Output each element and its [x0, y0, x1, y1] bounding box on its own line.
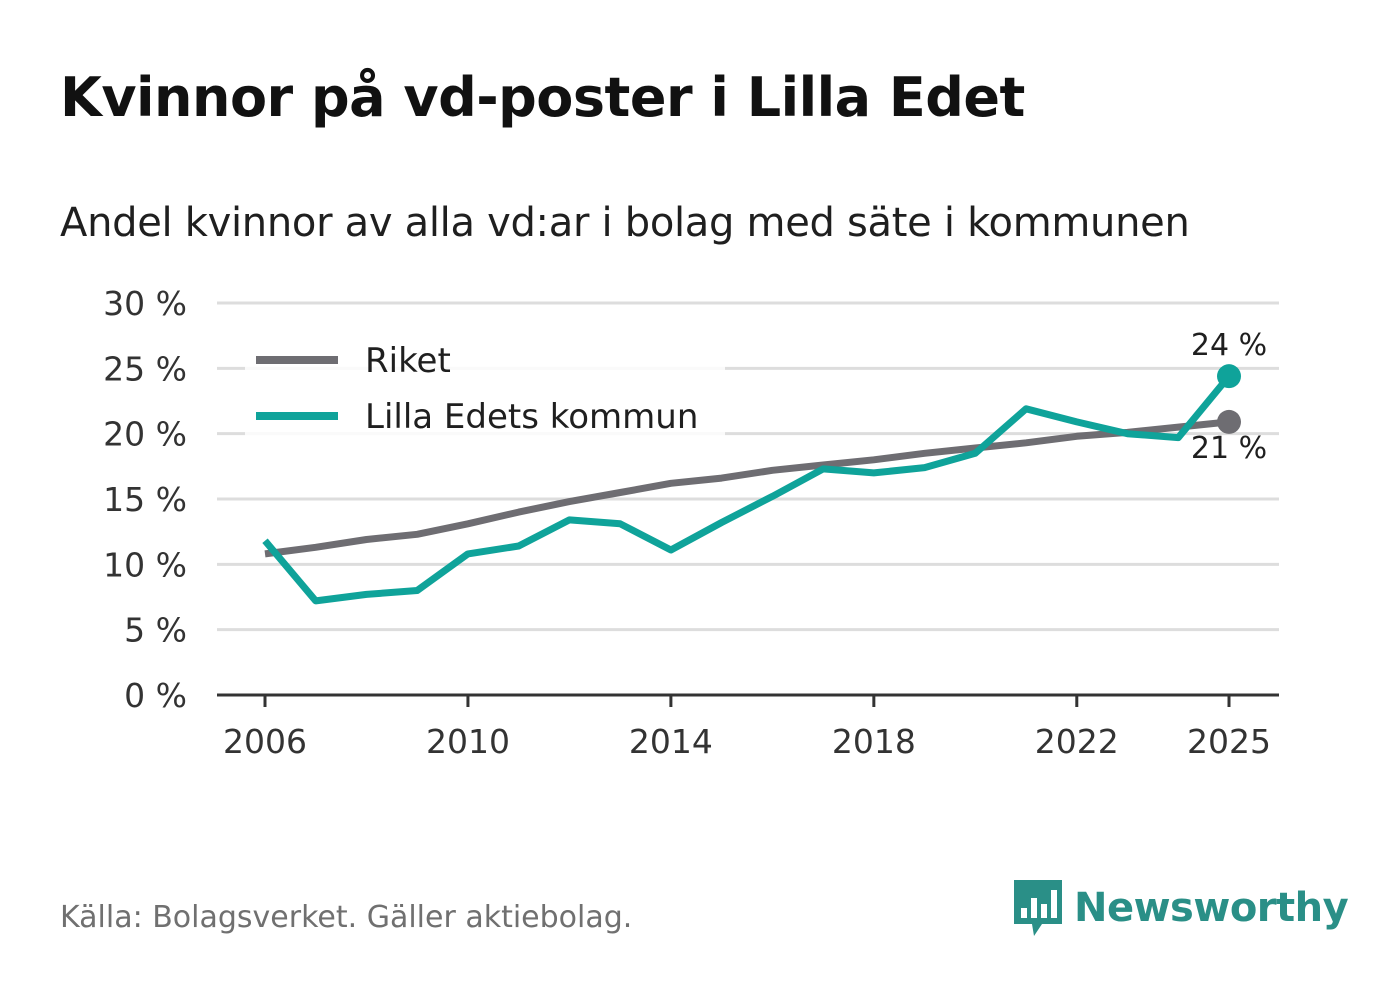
- chart-title: Kvinnor på vd-poster i Lilla Edet: [60, 66, 1025, 129]
- chart-subtitle: Andel kvinnor av alla vd:ar i bolag med …: [60, 200, 1190, 246]
- end-dot-riket: [1217, 409, 1241, 434]
- y-tick-label-0: 0 %: [124, 676, 187, 715]
- brand-name: Newsworthy: [1074, 885, 1349, 931]
- legend: Riket Lilla Edets kommun: [245, 330, 725, 437]
- y-tick-label-5: 5 %: [124, 611, 187, 650]
- source-note: Källa: Bolagsverket. Gäller aktiebolag.: [60, 900, 633, 935]
- x-tick-label-2014: 2014: [629, 722, 713, 761]
- y-tick-label-15: 15 %: [103, 480, 187, 519]
- legend-label-riket: Riket: [365, 341, 451, 381]
- y-tick-label-20: 20 %: [103, 415, 187, 454]
- end-dot-lilla-edet: [1217, 364, 1241, 389]
- y-tick-label-25: 25 %: [103, 349, 187, 388]
- y-tick-label-30: 30 %: [103, 284, 187, 323]
- series-lines: [262, 373, 1232, 605]
- x-axis-ticks: 2006 2010 2014 2018 2022 2025: [223, 695, 1271, 761]
- series-line-lilla-edet: [262, 373, 1232, 605]
- x-tick-label-2025: 2025: [1187, 722, 1271, 761]
- x-tick-label-2018: 2018: [832, 722, 916, 761]
- series-line-riket: [264, 418, 1230, 558]
- x-tick-label-2006: 2006: [223, 722, 307, 761]
- newsworthy-logo[interactable]: Newsworthy: [1012, 878, 1349, 938]
- y-tick-label-10: 10 %: [103, 545, 187, 584]
- y-axis-ticks: 0 % 5 % 10 % 15 % 20 % 25 % 30 %: [103, 284, 187, 715]
- x-tick-label-2022: 2022: [1035, 722, 1119, 761]
- series-endpoints: 21 % 24 %: [1191, 328, 1267, 466]
- end-label-lilla-edet: 24 %: [1191, 328, 1267, 363]
- bar-chart-speech-bubble-icon: [1014, 880, 1062, 936]
- end-label-riket: 21 %: [1191, 431, 1267, 466]
- legend-label-lilla-edet: Lilla Edets kommun: [365, 397, 698, 437]
- x-tick-label-2010: 2010: [426, 722, 510, 761]
